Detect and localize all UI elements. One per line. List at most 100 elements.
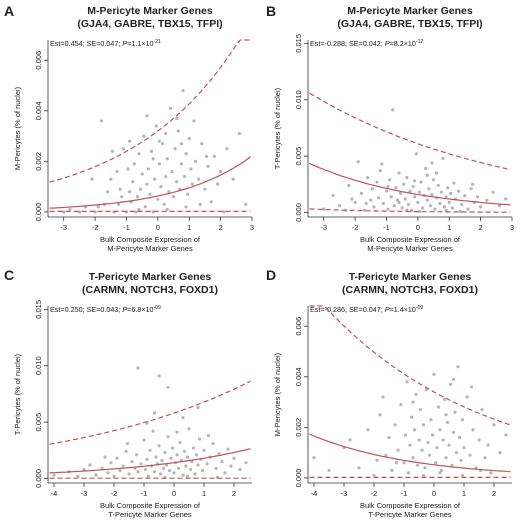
x-tick-label: 2 (479, 223, 483, 232)
data-point (378, 413, 382, 417)
data-point (435, 446, 439, 450)
data-point (172, 471, 176, 475)
data-point (415, 463, 420, 467)
panel-b: B M-Pericyte Marker Genes(GJA4, GABRE, TB… (266, 3, 514, 253)
data-point (408, 189, 412, 193)
data-point (222, 210, 226, 214)
data-point (409, 415, 414, 419)
data-point (62, 210, 66, 214)
data-point (229, 464, 233, 468)
data-point (110, 149, 114, 153)
data-point (394, 186, 398, 190)
data-point (444, 208, 448, 212)
fit-curve (309, 433, 511, 473)
data-point (459, 458, 463, 462)
data-point (439, 468, 444, 472)
data-point (142, 438, 146, 442)
data-point (205, 462, 209, 466)
data-point (203, 187, 207, 191)
data-point (390, 468, 394, 472)
y-tick-label: 0.000 (34, 203, 43, 222)
annotation-p-label: P (122, 39, 127, 48)
data-point (425, 198, 429, 202)
data-point (193, 472, 197, 476)
data-point (405, 175, 409, 180)
data-point (161, 466, 166, 470)
data-point (160, 142, 165, 146)
panel-label: D (266, 267, 276, 283)
x-tick-label: -2 (352, 223, 359, 232)
data-point (485, 198, 489, 202)
stats-annotation: Est=0.250; SE=0.043; P=6.8×10-09 (50, 305, 161, 314)
data-point (411, 456, 415, 460)
data-point (209, 200, 213, 204)
y-tick-label: 0.004 (34, 101, 43, 120)
data-point (458, 209, 462, 213)
data-point (167, 468, 172, 473)
data-point (409, 208, 414, 212)
upper-bound-curve (49, 380, 251, 445)
data-point (491, 190, 495, 194)
data-point (438, 201, 442, 206)
data-point (397, 171, 401, 175)
data-point (430, 161, 434, 165)
data-point (160, 458, 164, 463)
data-point (135, 195, 140, 199)
data-point (151, 157, 155, 161)
data-point (237, 131, 242, 136)
x-axis-label-line2: M-Pericyte Marker Genes (367, 244, 453, 253)
data-point (118, 468, 122, 473)
data-point (120, 195, 124, 199)
data-point (244, 202, 248, 206)
data-point (219, 169, 223, 174)
panel-a: A M-Pericyte Marker Genes(GJA4, GABRE, TB… (4, 3, 254, 253)
chart-title: T-Pericyte Marker Genes (89, 271, 212, 283)
chart-subtitle: (CARMN, NOTCH3, FOXD1) (82, 284, 218, 296)
data-point (157, 444, 161, 448)
data-point (96, 205, 100, 209)
y-tick-label: 0.000 (294, 203, 303, 222)
data-point (189, 167, 193, 171)
annotation-se: SE=0.047; (87, 39, 123, 48)
data-point (175, 116, 179, 120)
data-point (384, 189, 389, 193)
data-point (121, 464, 125, 468)
y-axis-label: M-Pericytes (% of nuclei) (273, 352, 282, 436)
data-point (148, 448, 152, 452)
data-point (225, 147, 229, 151)
data-point (191, 446, 196, 450)
data-point (412, 428, 417, 432)
data-point (226, 447, 230, 451)
data-point (392, 204, 396, 208)
data-point (388, 178, 392, 182)
data-point (439, 190, 443, 194)
data-point (112, 474, 116, 478)
data-point (486, 443, 490, 447)
data-point (492, 423, 496, 427)
data-point (232, 456, 236, 460)
data-point (220, 459, 224, 464)
data-point (181, 88, 185, 93)
data-point (417, 209, 422, 213)
data-point (469, 385, 474, 389)
data-point (449, 191, 453, 195)
data-point (106, 190, 110, 194)
data-point (153, 177, 157, 181)
data-point (238, 467, 242, 472)
data-point (451, 377, 456, 381)
panel-label: C (4, 267, 14, 283)
data-point (154, 455, 158, 459)
x-tick-label: -3 (320, 223, 327, 232)
data-point (149, 149, 154, 153)
scatter-points (312, 365, 508, 478)
y-tick-label: 0.005 (34, 413, 43, 432)
data-point (448, 382, 453, 386)
data-point (432, 372, 436, 376)
data-point (406, 202, 411, 207)
fit-curve (309, 162, 511, 206)
data-point (442, 397, 447, 402)
data-point (466, 207, 470, 211)
data-point (179, 142, 183, 146)
data-point (413, 179, 417, 183)
data-point (137, 207, 141, 212)
